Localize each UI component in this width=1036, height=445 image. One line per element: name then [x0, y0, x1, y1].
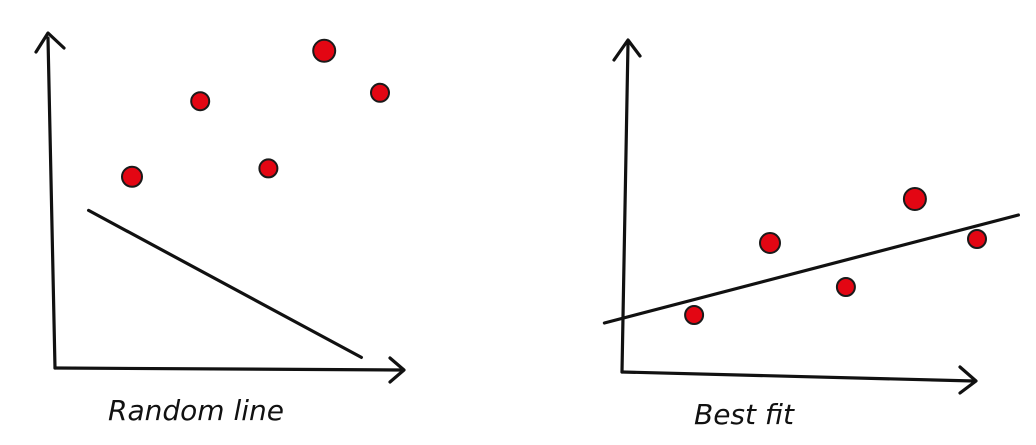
x-axis-arrowhead-left — [388, 356, 406, 384]
y-axis-arrowhead-right — [612, 38, 642, 62]
panel-random-line: Random line — [34, 31, 406, 427]
data-point — [370, 82, 390, 103]
data-point — [759, 232, 781, 254]
random-line — [86, 208, 363, 359]
best-fit-line — [602, 213, 1021, 325]
caption-random-line: Random line — [108, 394, 284, 427]
data-point — [121, 165, 143, 188]
data-point — [684, 305, 705, 325]
points-group-random — [121, 38, 390, 188]
x-axis-arrowhead-right — [958, 365, 978, 395]
points-group-best-fit — [684, 187, 987, 325]
data-point — [902, 187, 927, 211]
y-axis-right — [620, 41, 630, 374]
x-axis-left — [53, 366, 404, 372]
data-point — [190, 91, 211, 112]
panel-best-fit: Best fit — [602, 38, 1021, 431]
y-axis-arrowhead-left — [34, 31, 66, 54]
data-point — [258, 158, 279, 179]
data-point — [967, 229, 987, 249]
caption-best-fit: Best fit — [694, 398, 795, 431]
data-point — [312, 38, 337, 63]
data-point — [835, 277, 856, 297]
x-axis-right — [620, 370, 976, 383]
y-axis-left — [46, 36, 57, 370]
